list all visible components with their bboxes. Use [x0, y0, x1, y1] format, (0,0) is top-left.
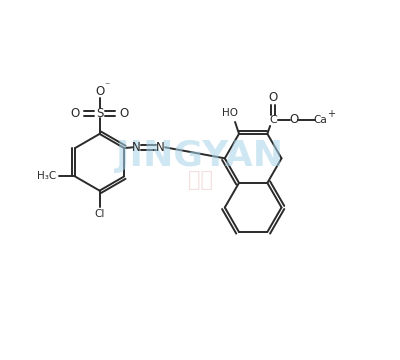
Text: O: O — [95, 85, 104, 98]
Text: JINGYAN: JINGYAN — [116, 139, 284, 174]
Text: 精颜: 精颜 — [188, 170, 212, 190]
Text: O: O — [289, 113, 298, 126]
Text: N: N — [132, 141, 140, 154]
Text: ⁻: ⁻ — [104, 81, 110, 91]
Text: O: O — [269, 91, 278, 104]
Text: Ca: Ca — [314, 115, 327, 125]
Text: S: S — [96, 107, 103, 120]
Text: H₃C: H₃C — [37, 171, 56, 181]
Text: C: C — [269, 115, 277, 125]
Text: Cl: Cl — [94, 209, 105, 219]
Text: HO: HO — [222, 108, 238, 118]
Text: +: + — [327, 109, 335, 119]
Text: O: O — [70, 107, 80, 120]
Text: N: N — [156, 141, 165, 154]
Text: O: O — [119, 107, 129, 120]
